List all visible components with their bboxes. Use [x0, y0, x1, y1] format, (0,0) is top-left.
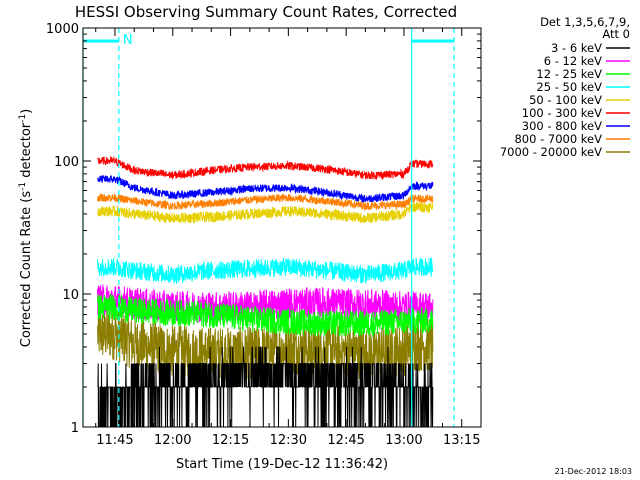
- series-line-0: [97, 346, 434, 428]
- y-axis-label-main: Corrected Count Rate (s: [19, 191, 34, 348]
- x-tick-label-1: 12:00: [154, 433, 191, 448]
- y-axis-label: Corrected Count Rate (s-1 detector-1): [18, 109, 34, 347]
- x-axis-label: Start Time (19-Dec-12 11:36:42): [176, 457, 388, 472]
- series-line-7: [97, 193, 434, 211]
- night-label: N: [123, 33, 133, 48]
- legend-entry-8: 7000 - 20000 keV: [500, 145, 602, 159]
- series-line-6: [97, 174, 434, 203]
- y-axis-label-mid: detector: [19, 122, 34, 182]
- series-layer: [97, 155, 434, 428]
- series-line-4: [97, 201, 434, 224]
- x-tick-label-5: 13:00: [385, 433, 422, 448]
- tick-layer: 11:45 12:00 12:15 12:30 12:45 13:00 13:15 1 10 10…: [46, 22, 481, 448]
- timestamp: 21-Dec-2012 18:03: [555, 467, 632, 476]
- series-line-3: [97, 257, 434, 284]
- series-line-5: [97, 155, 434, 181]
- x-tick-label-4: 12:45: [327, 433, 364, 448]
- x-tick-label-2: 12:15: [212, 433, 249, 448]
- y-tick-label-2: 100: [54, 155, 79, 170]
- legend-entry-1: 6 - 12 keV: [544, 54, 602, 68]
- legend-entry-2: 12 - 25 keV: [536, 67, 602, 81]
- series-line-2: [97, 294, 434, 338]
- x-tick-label-6: 13:15: [443, 433, 480, 448]
- chart-title: HESSI Observing Summary Count Rates, Cor…: [75, 3, 457, 21]
- y-tick-label-0: 1: [71, 421, 79, 436]
- legend-entry-7: 800 - 7000 keV: [514, 132, 602, 146]
- y-tick-label-1: 10: [62, 288, 79, 303]
- legend-header-0: Det 1,3,5,6,7,9,: [540, 15, 630, 29]
- legend-entry-5: 100 - 300 keV: [522, 106, 602, 120]
- y-axis-label-end: ): [19, 109, 34, 114]
- plot-frame: [82, 27, 482, 428]
- y-axis-label-sup1: -1: [18, 182, 28, 191]
- legend-entry-6: 300 - 800 keV: [522, 119, 602, 133]
- y-axis-label-sup2: -1: [18, 114, 28, 123]
- legend-entry-0: 3 - 6 keV: [551, 41, 602, 55]
- legend-header-1: Att 0: [602, 27, 630, 41]
- x-tick-label-0: 11:45: [96, 433, 133, 448]
- legend-entry-3: 25 - 50 keV: [536, 80, 602, 94]
- x-tick-label-3: 12:30: [270, 433, 307, 448]
- legend-entry-4: 50 - 100 keV: [529, 93, 602, 107]
- y-tick-label-3: 1000: [46, 22, 79, 37]
